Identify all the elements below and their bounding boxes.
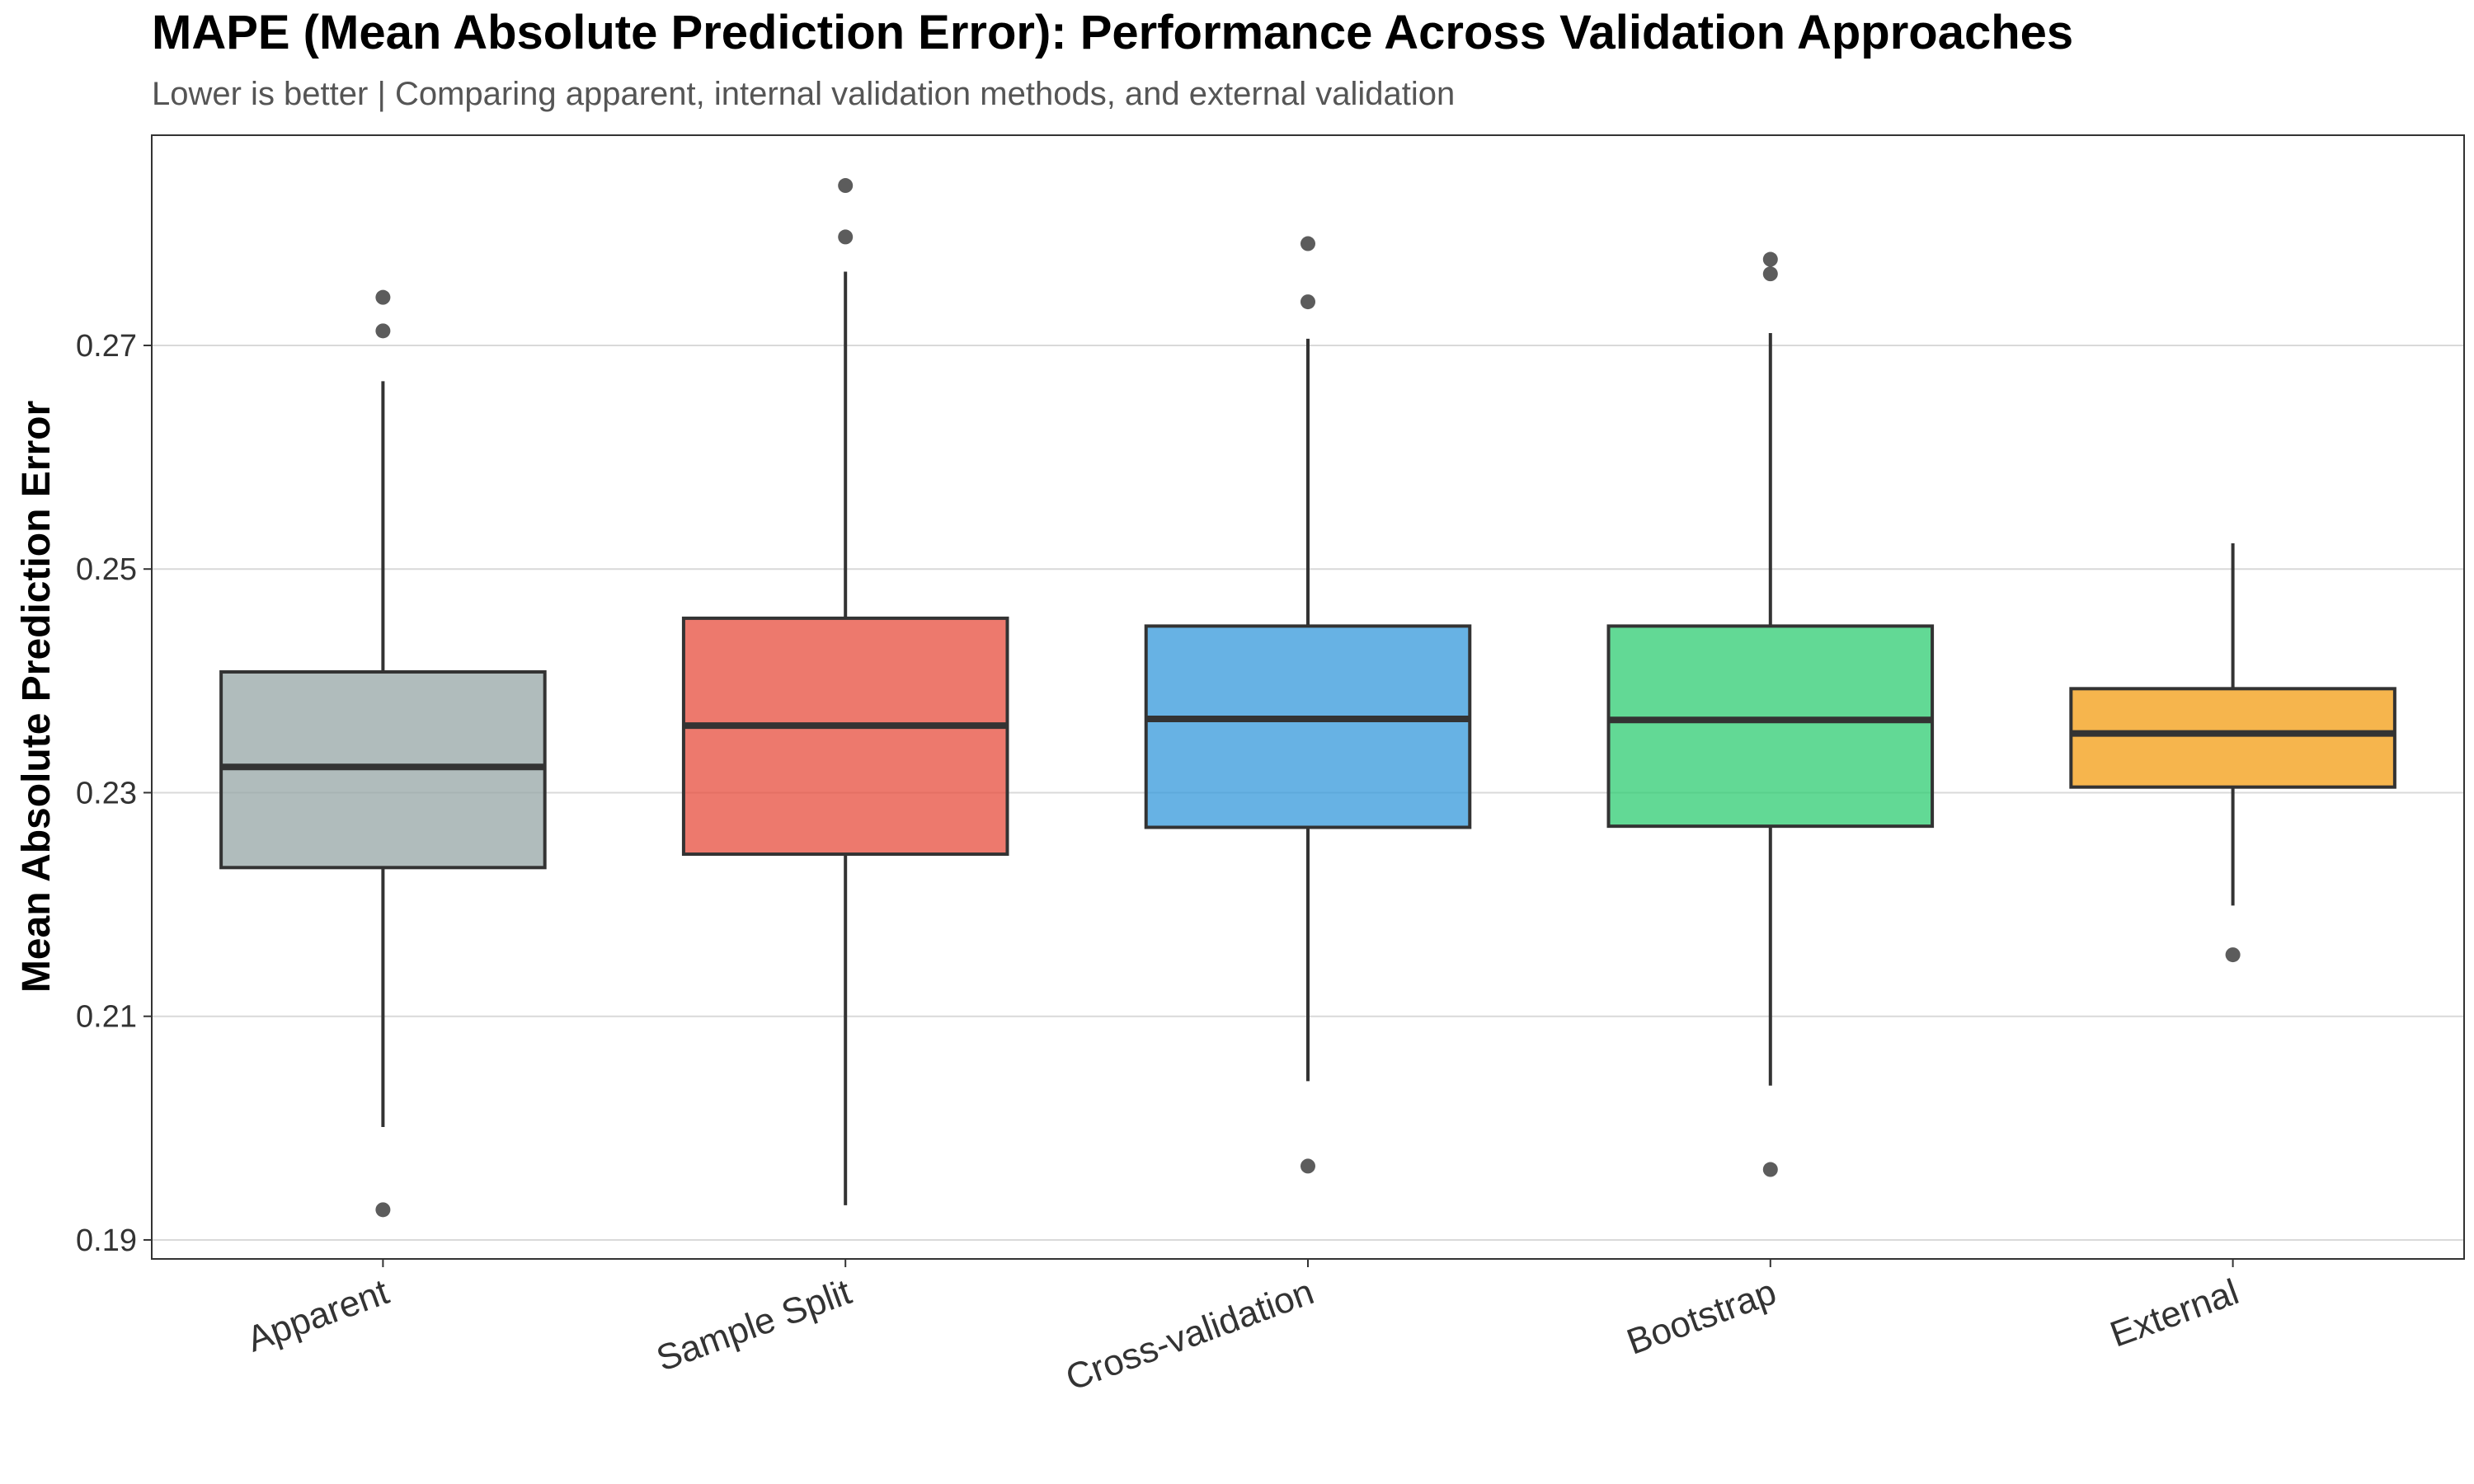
outlier-point [838, 178, 854, 194]
x-tick-label: Sample Split [651, 1271, 857, 1379]
y-axis: 0.19 0.21 0.23 0.25 0.27 [76, 329, 152, 1258]
outlier-point [1300, 1158, 1315, 1174]
outlier-point [375, 323, 391, 339]
iqr-box [681, 616, 1009, 857]
box-sample-split [681, 178, 1009, 1205]
y-tick-label: 0.19 [76, 1223, 137, 1258]
y-axis-title: Mean Absolute Prediction Error [15, 401, 59, 993]
outlier-point [1300, 236, 1315, 251]
x-tick-label: Bootstrap [1621, 1271, 1781, 1362]
y-tick-label: 0.25 [76, 552, 137, 587]
y-tick-label: 0.21 [76, 1000, 137, 1035]
iqr-box [1606, 624, 1935, 829]
outlier-point [838, 229, 854, 245]
y-tick-label: 0.27 [76, 329, 137, 364]
box-apparent [219, 289, 547, 1218]
iqr-box [1144, 624, 1472, 829]
outlier-point [1762, 266, 1778, 282]
outlier-point [375, 289, 391, 305]
outlier-point [1300, 294, 1315, 310]
box-bootstrap [1606, 251, 1935, 1177]
outlier-point [1762, 1162, 1778, 1177]
outlier-point [2225, 947, 2241, 963]
iqr-box [2069, 687, 2396, 789]
x-tick-label: Cross-validation [1061, 1271, 1319, 1398]
outlier-point [1762, 251, 1778, 267]
y-tick-label: 0.23 [76, 776, 137, 810]
chart-subtitle: Lower is better | Comparing apparent, in… [152, 76, 1456, 112]
outlier-point [375, 1202, 391, 1218]
boxes [219, 178, 2396, 1218]
box-cross-validation [1144, 236, 1472, 1174]
chart-title: MAPE (Mean Absolute Prediction Error): P… [152, 6, 2074, 59]
x-axis: Apparent Sample Split Cross-validation Boot… [242, 1259, 2244, 1398]
box-external [2069, 543, 2396, 963]
x-tick-label: Apparent [242, 1271, 394, 1360]
x-tick-label: External [2105, 1271, 2244, 1355]
